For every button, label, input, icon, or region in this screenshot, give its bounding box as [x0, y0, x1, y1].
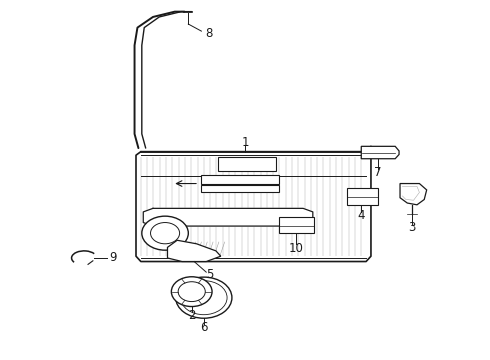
- Bar: [201, 185, 279, 192]
- Polygon shape: [143, 208, 313, 226]
- Text: 2: 2: [188, 309, 196, 322]
- Text: 4: 4: [358, 209, 365, 222]
- Text: 3: 3: [409, 221, 416, 234]
- Circle shape: [142, 216, 188, 250]
- Text: 5: 5: [206, 269, 213, 282]
- Bar: [347, 188, 378, 205]
- Bar: [219, 157, 276, 171]
- Text: 9: 9: [109, 252, 117, 265]
- Circle shape: [150, 222, 180, 244]
- Text: 7: 7: [374, 166, 382, 179]
- Text: 8: 8: [205, 27, 212, 40]
- Text: 10: 10: [289, 242, 304, 255]
- Bar: [279, 217, 314, 233]
- Polygon shape: [400, 184, 427, 205]
- Text: 1: 1: [241, 136, 249, 149]
- Circle shape: [181, 281, 227, 315]
- Circle shape: [178, 282, 205, 302]
- Polygon shape: [168, 240, 221, 261]
- Bar: [201, 175, 279, 184]
- Polygon shape: [136, 146, 371, 261]
- Polygon shape: [361, 146, 399, 159]
- Circle shape: [176, 277, 232, 318]
- Text: 6: 6: [200, 321, 208, 334]
- Circle shape: [172, 277, 212, 306]
